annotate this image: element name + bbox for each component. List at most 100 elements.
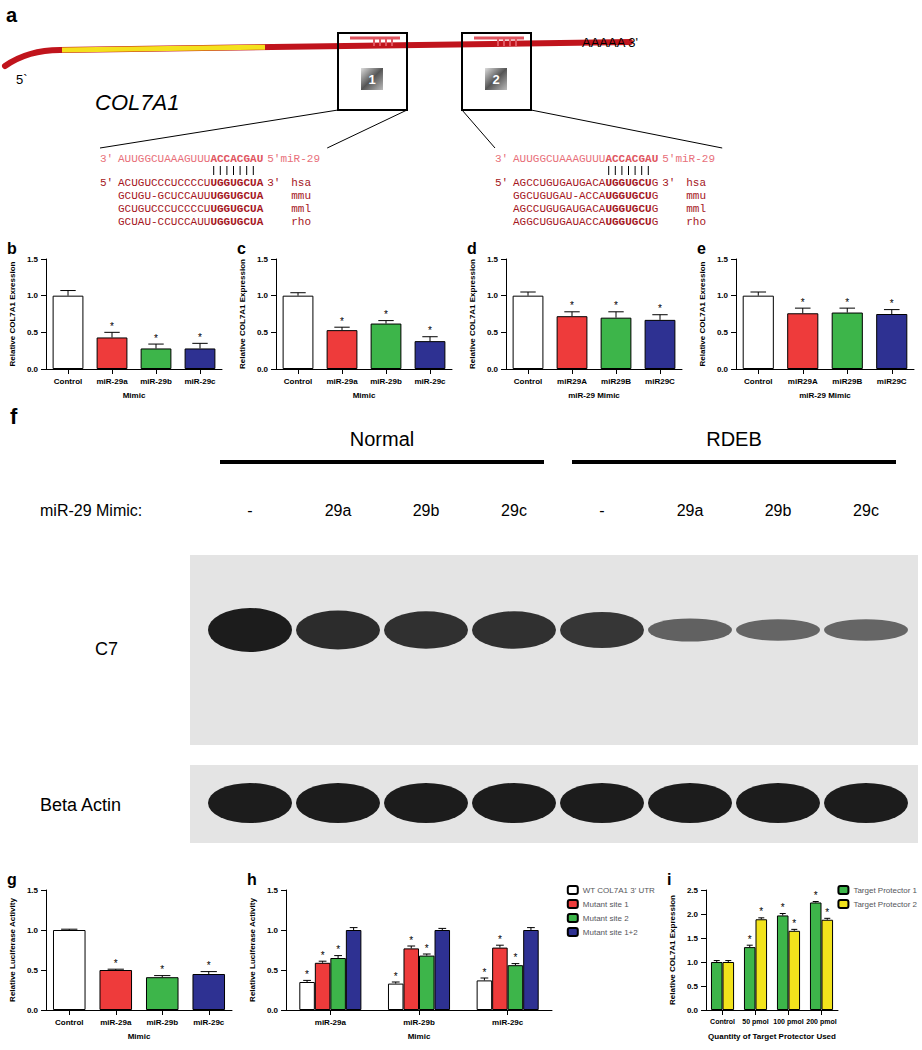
svg-text:miR-29c: miR-29c	[414, 377, 446, 386]
svg-text:0.5: 0.5	[487, 328, 499, 337]
svg-text:*: *	[890, 298, 894, 309]
svg-text:0.0: 0.0	[267, 1006, 279, 1015]
svg-text:GCUAU-CCUCCAUUUGGUGCUA: GCUAU-CCUCCAUUUGGUGCUA	[118, 216, 264, 228]
svg-text:Normal: Normal	[350, 428, 414, 450]
svg-text:mmu: mmu	[291, 190, 311, 202]
svg-text:1: 1	[368, 72, 375, 87]
svg-text:miR-29a: miR-29a	[315, 1018, 347, 1027]
svg-text:i: i	[667, 871, 671, 888]
svg-text:mml: mml	[686, 203, 706, 215]
svg-text:*: *	[110, 321, 114, 332]
svg-text:miR29A: miR29A	[557, 377, 587, 386]
svg-text:0.0: 0.0	[27, 365, 39, 374]
svg-text:ACUGUCCCUCCCCUUGGUGCUA: ACUGUCCCUCCCCUUGGUGCUA	[118, 177, 264, 189]
svg-text:50 pmol: 50 pmol	[742, 1018, 769, 1026]
svg-text:*: *	[658, 303, 662, 314]
svg-text:*: *	[498, 934, 502, 945]
svg-text:f: f	[10, 404, 18, 429]
svg-text:5': 5'	[100, 177, 113, 189]
svg-text:*: *	[845, 297, 849, 308]
svg-text:1.5: 1.5	[267, 886, 279, 895]
svg-text:*: *	[825, 907, 829, 918]
svg-text:5`: 5`	[16, 72, 28, 87]
svg-text:1.5: 1.5	[257, 255, 269, 264]
svg-text:AGCCUGUGAUGACAUGGUGCUG: AGCCUGUGAUGACAUGGUGCUG	[513, 177, 658, 189]
svg-text:0.5: 0.5	[27, 328, 39, 337]
svg-text:Mimic: Mimic	[408, 1032, 431, 1041]
svg-text:GCUGU-GCUCCAUUUGGUGCUA: GCUGU-GCUCCAUUUGGUGCUA	[118, 190, 264, 202]
svg-text:2: 2	[492, 72, 499, 87]
svg-text:0.5: 0.5	[27, 966, 39, 975]
svg-text:3': 3'	[100, 153, 113, 165]
svg-text:0.0: 0.0	[487, 365, 499, 374]
svg-text:0.5: 0.5	[717, 328, 729, 337]
svg-text:1.0: 1.0	[27, 291, 39, 300]
svg-text:Relative COL7A1 Exression: Relative COL7A1 Exression	[8, 261, 17, 366]
svg-text:1.0: 1.0	[717, 291, 729, 300]
svg-text:Control: Control	[710, 1018, 735, 1025]
svg-text:miR-29a: miR-29a	[100, 1018, 132, 1027]
svg-text:*: *	[160, 964, 164, 975]
svg-text:miR-29a: miR-29a	[326, 377, 358, 386]
svg-text:*: *	[340, 316, 344, 327]
svg-text:miR-29 Mimic: miR-29 Mimic	[799, 391, 851, 400]
svg-text:1.0: 1.0	[687, 958, 699, 967]
svg-text:*: *	[409, 935, 413, 946]
svg-text:*: *	[305, 969, 309, 980]
svg-text:*: *	[759, 906, 763, 917]
svg-text:Relative COL7A1 Expression: Relative COL7A1 Expression	[468, 259, 477, 369]
svg-text:miR29A: miR29A	[788, 377, 818, 386]
svg-text:COL7A1: COL7A1	[95, 90, 179, 115]
svg-text:*: *	[814, 890, 818, 901]
svg-text:0.0: 0.0	[27, 1006, 39, 1015]
svg-text:*: *	[614, 300, 618, 311]
svg-text:*: *	[801, 297, 805, 308]
svg-text:c: c	[237, 240, 246, 257]
svg-text:*: *	[321, 950, 325, 961]
svg-text:100 pmol: 100 pmol	[773, 1018, 803, 1026]
svg-text:WT COL7A1 3' UTR: WT COL7A1 3' UTR	[583, 886, 655, 895]
svg-text:3': 3'	[495, 153, 508, 165]
svg-text:Relative COL7A1 Expression: Relative COL7A1 Expression	[238, 259, 247, 369]
svg-text:*: *	[384, 309, 388, 320]
svg-text:hsa: hsa	[291, 177, 311, 189]
svg-text:miR-29 Mimic:: miR-29 Mimic:	[40, 502, 142, 519]
svg-text:Relative Luciferase Activity: Relative Luciferase Activity	[8, 898, 17, 1002]
svg-text:Mimic: Mimic	[123, 391, 146, 400]
svg-text:a: a	[6, 4, 18, 26]
svg-text:1.0: 1.0	[257, 291, 269, 300]
svg-text:Control: Control	[54, 377, 82, 386]
svg-text:Mimic: Mimic	[128, 1032, 151, 1041]
svg-text:e: e	[697, 240, 706, 257]
svg-text:29c: 29c	[853, 502, 879, 519]
svg-text:miR29B: miR29B	[832, 377, 862, 386]
svg-text:Relative Luciferase Activity: Relative Luciferase Activity	[248, 898, 257, 1002]
svg-text:-: -	[599, 502, 604, 519]
svg-text:5'miR-29: 5'miR-29	[662, 153, 715, 165]
svg-text:miR29C: miR29C	[645, 377, 675, 386]
svg-text:d: d	[467, 240, 477, 257]
svg-text:200 pmol: 200 pmol	[806, 1018, 836, 1026]
svg-text:GGCUGUGAU-ACCAUGGUGCUG: GGCUGUGAU-ACCAUGGUGCUG	[513, 190, 658, 202]
svg-text:*: *	[428, 325, 432, 336]
svg-text:Target Protector 2: Target Protector 2	[853, 900, 917, 909]
svg-text:*: *	[425, 943, 429, 954]
svg-text:*: *	[513, 952, 517, 963]
svg-text:*: *	[792, 918, 796, 929]
svg-text:Control: Control	[284, 377, 312, 386]
svg-text:miR-29 Mimic: miR-29 Mimic	[568, 391, 620, 400]
svg-text:h: h	[247, 871, 257, 888]
svg-text:3': 3'	[662, 177, 675, 189]
svg-text:0.5: 0.5	[267, 966, 279, 975]
svg-text:RDEB: RDEB	[706, 428, 762, 450]
svg-text:-: -	[247, 502, 252, 519]
svg-text:AUUGGCUAAAGUUUACCACGAU: AUUGGCUAAAGUUUACCACGAU	[513, 153, 658, 165]
svg-text:1.5: 1.5	[487, 255, 499, 264]
svg-text:miR-29c: miR-29c	[193, 1018, 225, 1027]
svg-text:mmu: mmu	[686, 190, 706, 202]
svg-text:0.5: 0.5	[257, 328, 269, 337]
svg-text:Control: Control	[514, 377, 542, 386]
svg-text:*: *	[198, 332, 202, 343]
svg-text:Beta Actin: Beta Actin	[40, 795, 121, 815]
svg-text:5'miR-29: 5'miR-29	[267, 153, 320, 165]
